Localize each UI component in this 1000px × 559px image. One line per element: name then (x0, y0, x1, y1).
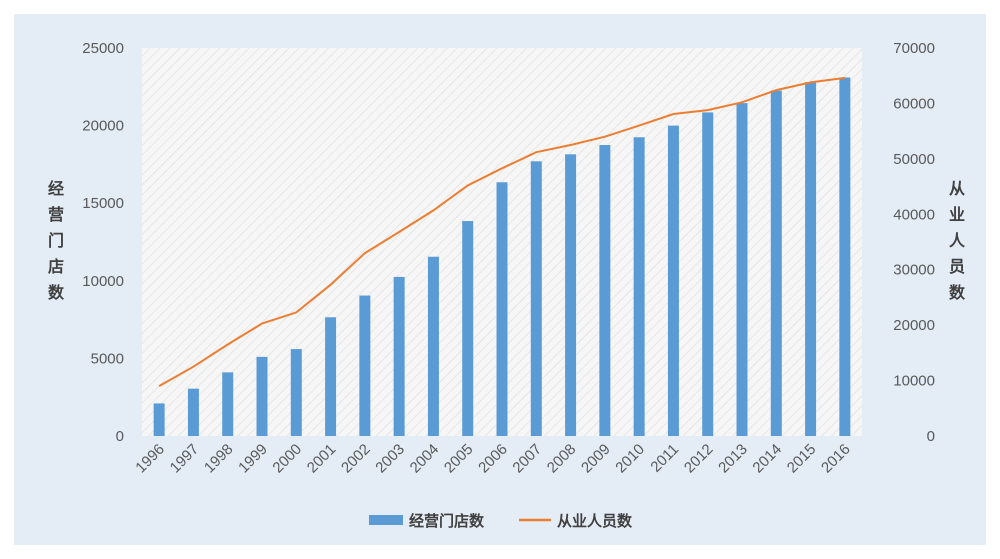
left-tick-label: 20000 (82, 118, 124, 135)
right-tick-label: 50000 (893, 151, 935, 168)
left-axis-title: 经营门店数 (48, 179, 65, 302)
bar-2012 (702, 112, 714, 437)
bar-1998 (222, 372, 234, 436)
x-tick-label: 2013 (715, 441, 751, 477)
legend-label-staff: 从业人员数 (557, 512, 633, 530)
x-tick-label: 1996 (132, 441, 168, 477)
x-tick-label: 2009 (578, 441, 614, 477)
x-tick-label: 2016 (818, 441, 854, 477)
x-tick-label: 2003 (372, 441, 408, 477)
x-tick-label: 2004 (407, 441, 443, 477)
left-tick-label: 5000 (91, 350, 124, 367)
x-tick-label: 2008 (544, 441, 580, 477)
legend-swatch-stores (369, 515, 403, 525)
x-tick-label: 2006 (475, 441, 511, 477)
x-tick-label: 2007 (509, 441, 545, 477)
right-tick-label: 10000 (893, 373, 935, 390)
right-axis-title: 从业人员数 (949, 179, 966, 302)
bar-2000 (290, 349, 302, 436)
left-tick-label: 0 (116, 428, 124, 445)
x-tick-label: 2010 (612, 441, 648, 477)
x-tick-label: 2005 (441, 441, 477, 477)
bar-2013 (736, 103, 748, 436)
line-series-staff (158, 76, 846, 387)
bar-1996 (153, 403, 165, 436)
left-tick-label: 15000 (82, 195, 124, 212)
x-axis-ticks: 1996199719981999200020012002200320042005… (132, 441, 853, 477)
bar-2016 (839, 77, 851, 436)
bar-2006 (496, 182, 508, 436)
bar-2014 (770, 90, 782, 437)
x-tick-label: 2002 (338, 441, 374, 477)
x-tick-label: 2011 (647, 441, 682, 476)
legend-label-stores: 经营门店数 (409, 512, 485, 530)
left-title-text: 经营门店数 (48, 179, 65, 302)
bar-2007 (530, 161, 542, 436)
right-tick-label: 30000 (893, 262, 935, 279)
x-tick-label: 2015 (784, 441, 820, 477)
legend: 经营门店数 从业人员数 (369, 512, 633, 530)
right-tick-label: 0 (927, 428, 935, 445)
right-axis-ticks: 0 10000 20000 30000 40000 50000 60000 70000 (893, 40, 935, 445)
x-tick-label: 2000 (269, 441, 305, 477)
right-title-text: 从业人员数 (949, 179, 966, 302)
x-tick-label: 2001 (304, 441, 340, 477)
bar-2005 (462, 221, 474, 436)
x-tick-label: 1999 (235, 441, 271, 477)
bar-2004 (427, 256, 439, 436)
bar-2010 (633, 137, 645, 437)
x-tick-label: 1997 (167, 441, 203, 477)
x-tick-label: 2012 (681, 441, 717, 477)
right-tick-label: 20000 (893, 317, 935, 334)
bar-2011 (667, 125, 679, 436)
right-tick-label: 70000 (893, 40, 935, 57)
bar-2015 (805, 82, 817, 437)
bar-2009 (599, 145, 611, 436)
bar-2002 (359, 295, 371, 436)
x-tick-label: 1998 (201, 441, 237, 477)
right-tick-label: 40000 (893, 206, 935, 223)
bar-2003 (393, 276, 405, 436)
bar-1997 (187, 388, 199, 436)
left-tick-label: 10000 (82, 273, 124, 290)
bar-1999 (256, 356, 268, 436)
bar-2001 (325, 317, 337, 436)
left-tick-label: 25000 (82, 40, 124, 57)
x-tick-label: 2014 (749, 441, 785, 477)
bar-2008 (565, 154, 577, 436)
left-axis-ticks: 0 5000 10000 15000 20000 25000 (82, 40, 124, 445)
bar-series-stores (153, 77, 851, 437)
right-tick-label: 60000 (893, 95, 935, 112)
